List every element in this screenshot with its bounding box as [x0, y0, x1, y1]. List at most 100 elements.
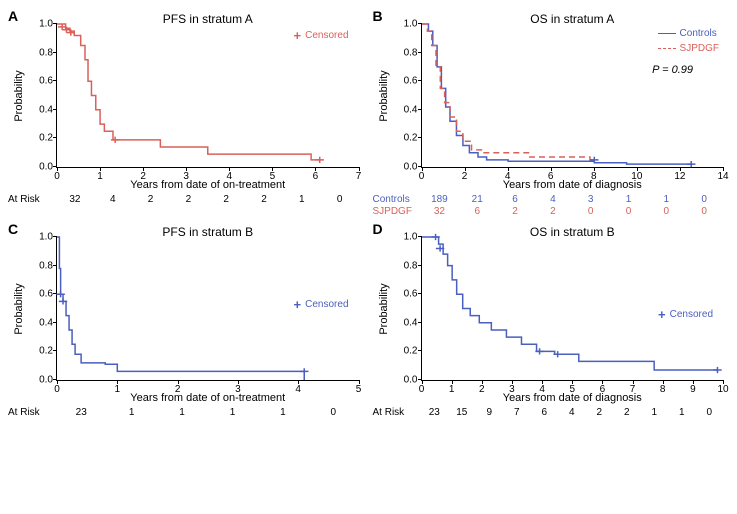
legend-swatch: [658, 33, 676, 34]
x-tick: [663, 380, 664, 384]
panel-A: APFS in stratum AProbabilityYears from d…: [8, 8, 365, 217]
risk-cell: 32: [56, 194, 94, 205]
risk-row: SJPDGF326220000: [373, 206, 730, 217]
x-tick: [143, 167, 144, 171]
y-tick-label: 0.4: [39, 104, 53, 115]
legend-item: +Censored: [294, 297, 349, 312]
risk-cell: 21: [458, 194, 496, 205]
panel-D: DOS in stratum BProbabilityYears from da…: [373, 221, 730, 418]
y-tick-label: 0.4: [404, 104, 418, 115]
risk-cell: 1: [258, 407, 308, 418]
risk-cells: 2315976422110: [421, 407, 730, 418]
km-curve-0: [422, 24, 691, 164]
risk-cell: 6: [458, 206, 496, 217]
x-axis-label: Years from date of diagnosis: [503, 179, 642, 191]
x-tick: [482, 380, 483, 384]
panel-letter: A: [8, 8, 18, 24]
y-tick-label: 0.8: [39, 260, 53, 271]
censor-mark: [111, 137, 119, 143]
x-tick: [512, 380, 513, 384]
x-tick-label: 0: [419, 384, 425, 395]
x-tick-label: 1: [449, 384, 455, 395]
x-tick-label: 2: [175, 384, 181, 395]
at-risk-table: At Risk2311110: [8, 407, 365, 418]
risk-row: At Risk324222210: [8, 194, 365, 205]
plus-icon: +: [294, 28, 302, 43]
x-tick-label: 5: [356, 384, 362, 395]
risk-cell: 2: [169, 194, 207, 205]
chart-box: OS in stratum BProbabilityYears from dat…: [421, 225, 730, 405]
risk-cell: 0: [685, 194, 723, 205]
risk-cell: 189: [421, 194, 459, 205]
x-tick: [359, 380, 360, 384]
y-tick-label: 0.8: [404, 47, 418, 58]
y-tick-label: 0.0: [404, 162, 418, 173]
legend: ControlsSJPDGF: [658, 26, 719, 56]
plot-area: PFS in stratum BProbabilityYears from da…: [56, 237, 359, 381]
risk-cell: 1: [283, 194, 321, 205]
y-axis-label: Probability: [13, 283, 25, 334]
risk-cell: 0: [685, 206, 723, 217]
x-tick-label: 0: [419, 171, 425, 182]
at-risk-table: At Risk324222210: [8, 194, 365, 205]
risk-cell: 9: [476, 407, 504, 418]
km-curve-0: [57, 24, 320, 160]
x-tick: [315, 167, 316, 171]
x-tick-label: 4: [539, 384, 545, 395]
x-tick-label: 6: [600, 384, 606, 395]
legend-label: Controls: [680, 26, 717, 41]
risk-cells: 326220000: [421, 206, 730, 217]
plus-icon: +: [658, 307, 666, 322]
risk-cell: 4: [534, 194, 572, 205]
risk-cell: 1: [610, 194, 648, 205]
x-tick: [117, 380, 118, 384]
risk-cell: 0: [647, 206, 685, 217]
risk-label: Controls: [373, 194, 421, 205]
risk-cell: 0: [610, 206, 648, 217]
chart-box: OS in stratum AProbabilityYears from dat…: [421, 12, 730, 192]
risk-cell: 2: [586, 407, 614, 418]
risk-cell: 2: [613, 407, 641, 418]
panel-letter: C: [8, 221, 18, 237]
risk-cell: 6: [496, 194, 534, 205]
y-axis-label: Probability: [378, 283, 390, 334]
chart-box: PFS in stratum BProbabilityYears from da…: [56, 225, 365, 405]
x-tick-label: 12: [674, 171, 685, 182]
y-tick-label: 0.6: [39, 289, 53, 300]
x-tick: [57, 380, 58, 384]
at-risk-table: At Risk2315976422110: [373, 407, 730, 418]
km-curve-1: [422, 24, 594, 160]
legend-label: Censored: [305, 297, 348, 312]
y-tick-label: 0.2: [39, 346, 53, 357]
risk-cell: 2: [496, 206, 534, 217]
x-tick: [272, 167, 273, 171]
risk-cell: 1: [207, 407, 257, 418]
x-tick-label: 6: [313, 171, 319, 182]
legend: +Censored: [294, 297, 349, 312]
y-tick-label: 1.0: [39, 232, 53, 243]
x-tick: [465, 167, 466, 171]
x-tick-label: 0: [54, 384, 60, 395]
risk-cell: 2: [207, 194, 245, 205]
risk-cell: 0: [572, 206, 610, 217]
x-tick-label: 2: [140, 171, 146, 182]
plus-icon: +: [294, 297, 302, 312]
x-tick-label: 2: [462, 171, 468, 182]
y-tick-label: 0.4: [404, 317, 418, 328]
y-tick-label: 0.6: [39, 76, 53, 87]
legend-item: SJPDGF: [658, 41, 719, 56]
y-tick-label: 0.2: [404, 346, 418, 357]
y-axis-label: Probability: [13, 70, 25, 121]
risk-cell: 1: [641, 407, 669, 418]
risk-cell: 7: [503, 407, 531, 418]
panel-C: C PFS in stratum BProbabilityYears from d…: [8, 221, 365, 418]
x-axis-label: Years from date of on-treatment: [130, 179, 285, 191]
legend: +Censored: [658, 307, 713, 322]
plot-area: OS in stratum AProbabilityYears from dat…: [421, 24, 724, 168]
risk-row: Controls18921643110: [373, 194, 730, 205]
legend-label: Censored: [305, 28, 348, 43]
risk-cell: 4: [558, 407, 586, 418]
x-axis-label: Years from date of on-treatment: [130, 392, 285, 404]
censor-mark: [316, 157, 324, 163]
x-tick: [633, 380, 634, 384]
